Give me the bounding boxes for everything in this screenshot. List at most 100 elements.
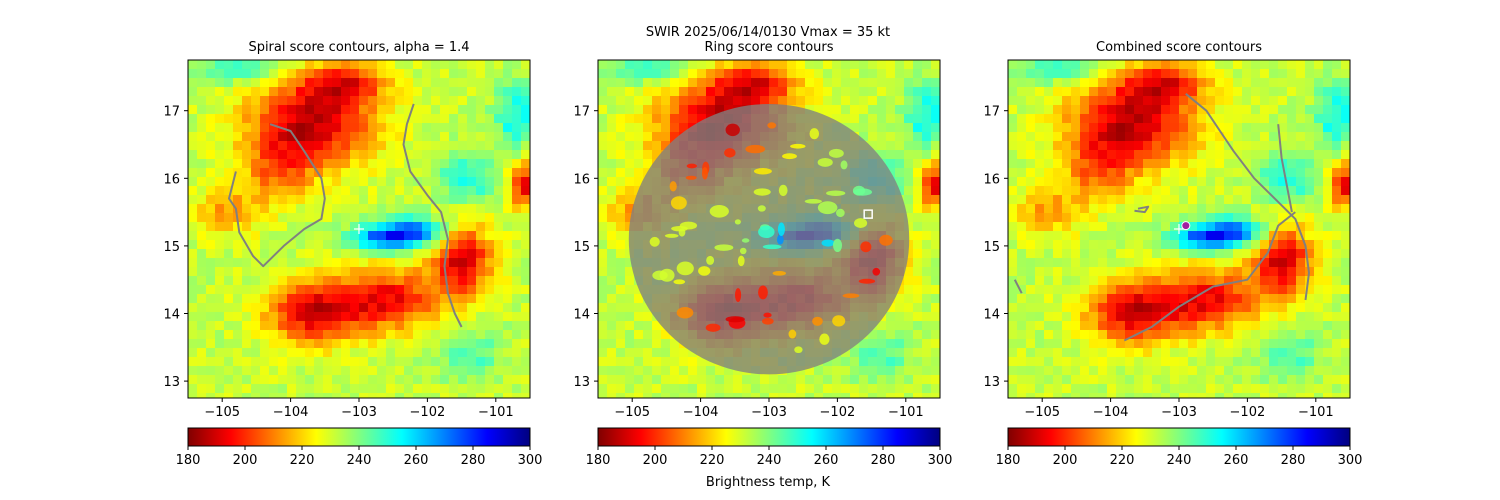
heatmap-cell [1170, 204, 1180, 214]
heatmap-cell [1251, 258, 1261, 268]
heatmap-cell [260, 195, 270, 205]
heatmap-cell [1179, 60, 1189, 70]
heatmap-cell [458, 393, 468, 398]
heatmap-cell [1260, 87, 1270, 97]
heatmap-cell [751, 375, 761, 385]
heatmap-cell [476, 258, 486, 268]
heatmap-cell [733, 60, 743, 70]
heatmap-cell [598, 384, 608, 394]
ring-gap [734, 288, 742, 303]
heatmap-cell [188, 96, 198, 106]
heatmap-cell [877, 132, 887, 142]
heatmap-cell [332, 375, 342, 385]
heatmap-cell [215, 312, 225, 322]
heatmap-cell [1206, 240, 1216, 250]
heatmap-cell [1116, 375, 1126, 385]
heatmap-cell [269, 357, 279, 367]
ring-gap [812, 316, 823, 326]
heatmap-cell [341, 105, 351, 115]
heatmap-cell [814, 96, 824, 106]
heatmap-cell [1071, 375, 1081, 385]
heatmap-cell [1332, 177, 1342, 187]
heatmap-cell [652, 357, 662, 367]
heatmap-cell [1251, 105, 1261, 115]
heatmap-cell [269, 195, 279, 205]
heatmap-cell [1341, 231, 1350, 241]
heatmap-cell [197, 195, 207, 205]
heatmap-cell [1323, 285, 1333, 295]
heatmap-cell [904, 195, 914, 205]
heatmap-cell [503, 132, 513, 142]
heatmap-cell [931, 150, 940, 160]
heatmap-cell [467, 348, 477, 358]
heatmap-cell [440, 375, 450, 385]
heatmap-cell [431, 123, 441, 133]
heatmap-cell [485, 159, 495, 169]
heatmap-cell [1089, 69, 1099, 79]
heatmap-cell [269, 321, 279, 331]
heatmap-cell [598, 204, 608, 214]
heatmap-cell [895, 393, 905, 398]
heatmap-cell [1152, 348, 1162, 358]
heatmap-cell [287, 375, 297, 385]
heatmap-cell [1188, 87, 1198, 97]
heatmap-cell [1026, 240, 1036, 250]
heatmap-cell [1170, 78, 1180, 88]
heatmap-cell [485, 393, 495, 398]
heatmap-cell [359, 294, 369, 304]
ring-gap [794, 346, 803, 354]
ring-gap [762, 244, 782, 250]
heatmap-cell [1152, 366, 1162, 376]
heatmap-cell [1053, 105, 1063, 115]
heatmap-cell [643, 330, 653, 340]
heatmap-cell [359, 258, 369, 268]
heatmap-cell [1224, 114, 1234, 124]
heatmap-cell [386, 186, 396, 196]
heatmap-cell [688, 348, 698, 358]
heatmap-cell [1170, 105, 1180, 115]
heatmap-cell [422, 366, 432, 376]
heatmap-cell [1062, 312, 1072, 322]
heatmap-cell [1071, 132, 1081, 142]
heatmap-cell [287, 168, 297, 178]
heatmap-cell [1134, 285, 1144, 295]
heatmap-cell [1179, 384, 1189, 394]
heatmap-cell [1116, 348, 1126, 358]
heatmap-cell [494, 321, 504, 331]
heatmap-cell [1179, 276, 1189, 286]
heatmap-cell [904, 321, 914, 331]
heatmap-cell [458, 231, 468, 241]
x-tick-label: −102 [410, 405, 446, 420]
heatmap-cell [895, 96, 905, 106]
heatmap-cell [1197, 258, 1207, 268]
heatmap-cell [296, 375, 306, 385]
heatmap-cell [670, 87, 680, 97]
heatmap-cell [1134, 114, 1144, 124]
heatmap-cell [206, 393, 216, 398]
heatmap-cell [269, 276, 279, 286]
heatmap-cell [332, 348, 342, 358]
heatmap-cell [1260, 159, 1270, 169]
heatmap-cell [931, 177, 940, 187]
heatmap-cell [931, 330, 940, 340]
heatmap-cell [467, 258, 477, 268]
heatmap-cell [922, 339, 932, 349]
heatmap-cell [859, 114, 869, 124]
ring-gap [842, 293, 860, 299]
heatmap-cell [922, 78, 932, 88]
heatmap-cell [413, 159, 423, 169]
heatmap-cell [1242, 69, 1252, 79]
heatmap-cell [431, 114, 441, 124]
heatmap-cell [841, 348, 851, 358]
heatmap-cell [1188, 312, 1198, 322]
heatmap-cell [458, 96, 468, 106]
heatmap-cell [1179, 240, 1189, 250]
heatmap-cell [467, 168, 477, 178]
heatmap-cell [661, 357, 671, 367]
contour-line [1134, 205, 1150, 214]
heatmap-cell [314, 87, 324, 97]
ring-gap [669, 181, 677, 192]
heatmap-cell [368, 330, 378, 340]
heatmap-cell [1035, 393, 1045, 398]
ring-gap [790, 143, 806, 149]
